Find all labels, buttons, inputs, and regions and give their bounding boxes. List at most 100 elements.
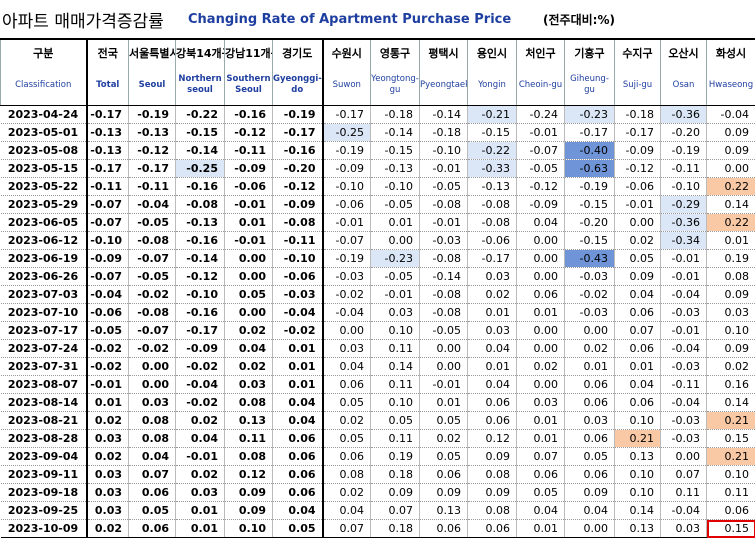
date-cell: 2023-05-29 [0, 195, 88, 214]
value-cell: -0.14 [419, 267, 468, 286]
value-cell: 0.00 [516, 321, 565, 340]
value-cell: 0.04 [272, 501, 324, 520]
value-cell: -0.16 [175, 231, 225, 250]
value-cell: 0.22 [706, 213, 755, 232]
value-cell: -0.05 [128, 213, 176, 232]
value-cell: 0.00 [564, 519, 615, 538]
value-cell: -0.07 [86, 267, 129, 286]
value-cell: 0.00 [516, 267, 565, 286]
value-cell: 0.05 [322, 393, 371, 412]
value-cell: -0.10 [660, 177, 707, 196]
column-header-en: Yeongtong-gu [370, 65, 420, 106]
value-cell: 0.06 [564, 429, 615, 448]
value-cell: 0.01 [516, 429, 565, 448]
table-header: 구분전국서울특별시강북14개구강남11개구경기도수원시영통구평택시용인시처인구기… [0, 38, 755, 106]
value-cell: 0.02 [86, 519, 129, 538]
value-cell: 0.00 [516, 375, 565, 394]
value-cell: -0.03 [272, 285, 324, 304]
value-cell: 0.02 [419, 429, 468, 448]
value-cell: 0.04 [224, 339, 273, 358]
value-cell: 0.04 [516, 501, 565, 520]
value-cell: 0.05 [128, 501, 176, 520]
value-cell: -0.33 [467, 159, 517, 178]
table-row: 2023-07-10 -0.06 -0.08 -0.16 0.00 -0.04 -0.04 0… [0, 303, 755, 322]
value-cell: 0.00 [516, 249, 565, 268]
value-cell: -0.05 [419, 177, 468, 196]
value-cell: -0.01 [224, 195, 273, 214]
value-cell: 0.21 [706, 447, 755, 466]
value-cell: 0.03 [516, 393, 565, 412]
value-cell: -0.10 [322, 177, 371, 196]
date-cell: 2023-07-17 [0, 321, 88, 340]
value-cell: 0.07 [660, 465, 707, 484]
value-cell: 0.01 [224, 213, 273, 232]
value-cell: 0.18 [370, 465, 420, 484]
column-header-en: Osan [660, 65, 707, 106]
value-cell: -0.02 [175, 357, 225, 376]
value-cell: 0.00 [516, 231, 565, 250]
column-header-ko: 강남11개구 [224, 38, 273, 65]
value-cell: -0.08 [467, 213, 517, 232]
value-cell: -0.01 [419, 159, 468, 178]
value-cell: 0.00 [370, 231, 420, 250]
value-cell: 0.00 [706, 159, 755, 178]
value-cell: -0.04 [660, 393, 707, 412]
value-cell: 0.03 [86, 429, 129, 448]
date-cell: 2023-07-31 [0, 357, 88, 376]
value-cell: -0.12 [175, 267, 225, 286]
table-row: 2023-09-25 0.03 0.05 0.01 0.09 0.04 0.04 0.07 0.… [0, 501, 755, 520]
value-cell: 0.02 [322, 483, 371, 502]
value-cell: -0.11 [660, 375, 707, 394]
value-cell: 0.16 [706, 375, 755, 394]
date-cell: 2023-04-24 [0, 105, 88, 124]
value-cell: -0.02 [86, 357, 129, 376]
value-cell: 0.05 [322, 429, 371, 448]
column-header-en: Suwon [322, 65, 371, 106]
value-cell: -0.06 [272, 267, 324, 286]
title-bar: 아파트 매매가격증감률 Changing Rate of Apartment P… [0, 0, 755, 38]
value-cell: 0.03 [86, 483, 129, 502]
value-cell: 0.04 [272, 411, 324, 430]
value-cell: 0.01 [467, 357, 517, 376]
value-cell: 0.10 [370, 393, 420, 412]
value-cell: 0.08 [128, 411, 176, 430]
value-cell: 0.13 [614, 447, 661, 466]
value-cell: 0.11 [660, 483, 707, 502]
value-cell: -0.15 [370, 141, 420, 160]
value-cell: -0.10 [370, 177, 420, 196]
value-cell: -0.01 [175, 447, 225, 466]
table-row: 2023-08-14 0.01 0.03 -0.02 0.08 0.04 0.05 0.10 0… [0, 393, 755, 412]
value-cell: -0.11 [128, 177, 176, 196]
value-cell: 0.06 [516, 465, 565, 484]
value-cell: 0.06 [322, 447, 371, 466]
value-cell: -0.01 [614, 195, 661, 214]
value-cell: -0.36 [660, 213, 707, 232]
value-cell: 0.04 [614, 285, 661, 304]
value-cell: -0.01 [419, 213, 468, 232]
value-cell: 0.01 [175, 519, 225, 538]
date-cell: 2023-05-01 [0, 123, 88, 142]
value-cell: 0.06 [322, 375, 371, 394]
table-row: 2023-05-22 -0.11 -0.11 -0.16 -0.06 -0.12 -0.10… [0, 177, 755, 196]
value-cell: 0.06 [614, 393, 661, 412]
value-cell: -0.15 [564, 231, 615, 250]
column-header-ko: 서울특별시 [128, 38, 176, 65]
value-cell: 0.07 [370, 501, 420, 520]
value-cell: 0.04 [516, 213, 565, 232]
value-cell: -0.17 [86, 105, 129, 124]
value-cell: 0.06 [564, 465, 615, 484]
value-cell: -0.14 [370, 123, 420, 142]
table-row: 2023-05-08 -0.13 -0.12 -0.14 -0.11 -0.16 -0.19… [0, 141, 755, 160]
value-cell: 0.11 [370, 429, 420, 448]
value-cell: -0.01 [516, 123, 565, 142]
value-cell: -0.16 [175, 303, 225, 322]
value-cell: -0.04 [660, 501, 707, 520]
column-header-en: Yongin [467, 65, 517, 106]
value-cell: 0.02 [224, 357, 273, 376]
table-row: 2023-06-19 -0.09 -0.07 -0.14 0.00 -0.10 -0.19-… [0, 249, 755, 268]
column-header-en: Total [86, 65, 129, 106]
value-cell: -0.11 [86, 177, 129, 196]
value-cell: 0.02 [706, 357, 755, 376]
value-cell: 0.09 [706, 123, 755, 142]
value-cell: -0.12 [128, 141, 176, 160]
